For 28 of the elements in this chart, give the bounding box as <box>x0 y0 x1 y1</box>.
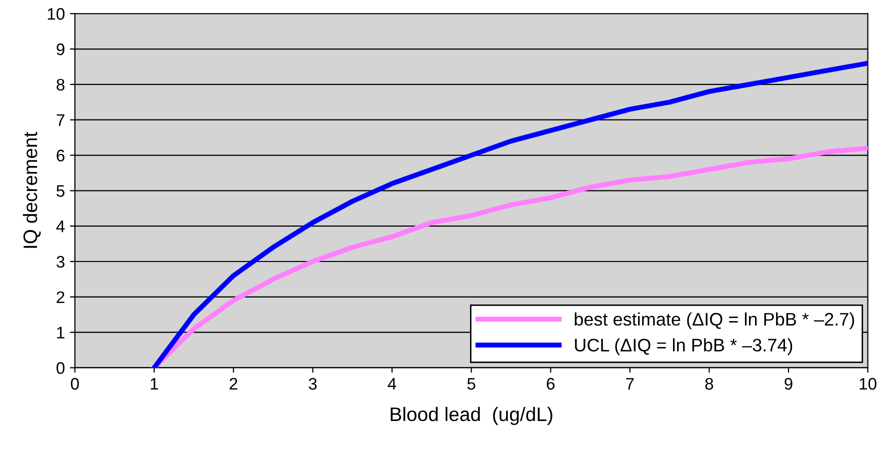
y-tick-label: 6 <box>56 150 64 162</box>
y-tick-label: 0 <box>56 362 65 374</box>
y-tick-label: 1 <box>57 326 64 338</box>
y-tick-label: 2 <box>56 291 64 303</box>
y-tick-label: 5 <box>56 185 64 197</box>
y-tick-label: 8 <box>56 78 64 91</box>
x-tick-label: 6 <box>546 378 555 390</box>
x-tick-label: 10 <box>860 378 876 390</box>
x-tick-label: 1 <box>150 378 158 390</box>
x-tick-label: 7 <box>626 378 634 390</box>
x-tick-label: 9 <box>784 378 792 390</box>
x-axis-title: Blood lead (ug/dL) <box>390 406 552 426</box>
y-tick-label: 7 <box>56 114 64 126</box>
line-series <box>152 60 868 368</box>
y-tick-label: 4 <box>56 220 65 232</box>
x-tick-label: 2 <box>230 378 238 390</box>
line-series <box>152 146 868 368</box>
x-tick-label: 3 <box>308 378 317 390</box>
x-tick-label: 8 <box>705 378 714 390</box>
y-tick-label: 10 <box>48 8 65 20</box>
y-tick-label: 3 <box>56 256 64 268</box>
x-tick-label: 5 <box>467 378 476 390</box>
legend-label: best estimate (ΔIQ = ln PbB * –2.7) <box>574 312 854 330</box>
x-tick-label: 4 <box>388 378 396 390</box>
legend-label: UCL (ΔIQ = ln PbB * –3.74) <box>575 338 792 356</box>
y-axis-title: IQ decrement <box>22 132 41 248</box>
x-tick-label: 0 <box>70 378 79 390</box>
y-tick-label: 9 <box>56 43 64 56</box>
